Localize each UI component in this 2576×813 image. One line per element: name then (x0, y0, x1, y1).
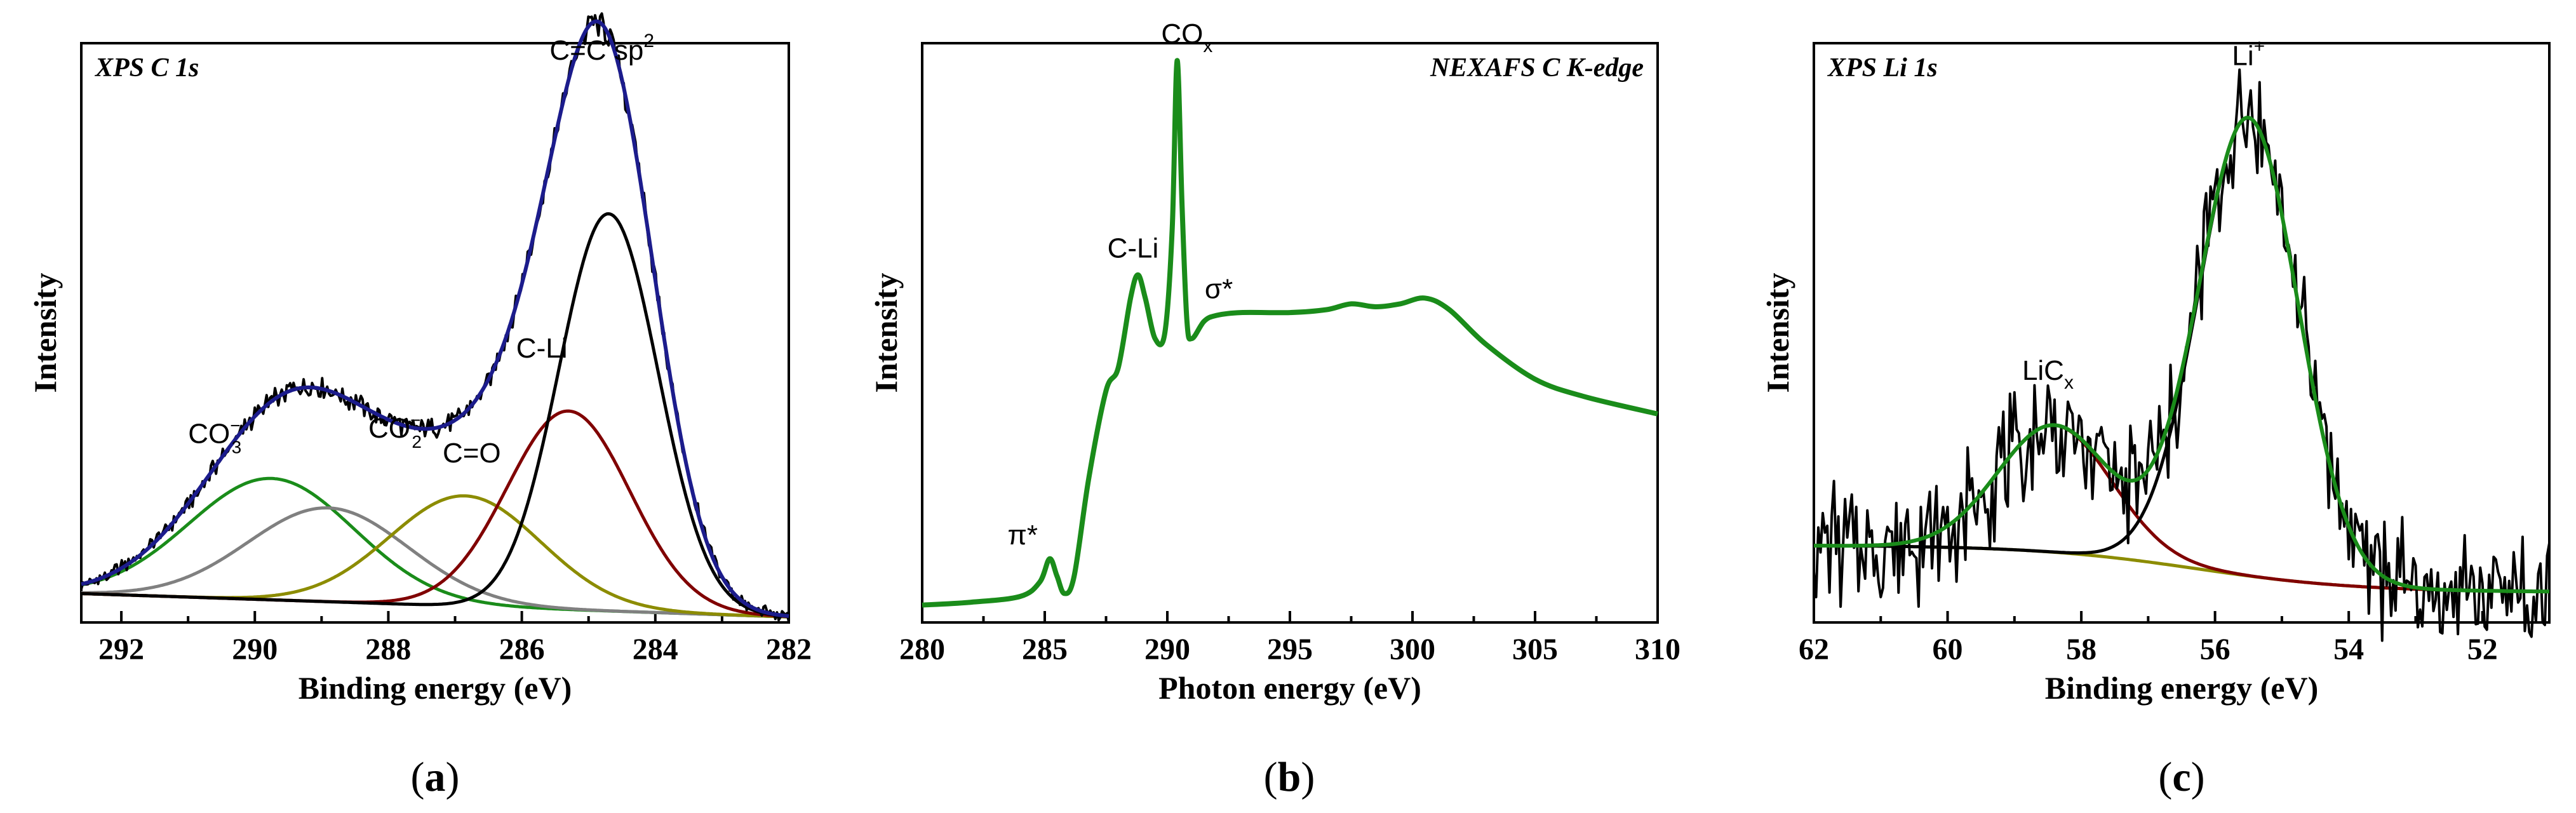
panel-title: XPS C 1s (94, 53, 199, 83)
x-axis-title: Binding energy (eV) (299, 670, 572, 706)
raw-spectrum (80, 12, 790, 622)
peak-annotation: C=O (443, 438, 501, 469)
fit-envelope (81, 19, 789, 618)
x-tick-label: 286 (499, 633, 545, 666)
panel-b: 280 285 290 295 300 305 310 Photon energy (eV) I… (868, 18, 1680, 800)
peak-annotation: C=C sp2 (549, 30, 654, 66)
x-tick-label: 54 (2333, 633, 2364, 666)
x-tick-label: 305 (1512, 633, 1558, 666)
x-tick-label: 290 (232, 633, 278, 666)
x-tick-label: 62 (1799, 633, 1829, 666)
panel-label: (c) (2158, 754, 2204, 800)
x-tick-label: 310 (1635, 633, 1680, 666)
panel-title: XPS Li 1s (1827, 53, 1938, 83)
x-tick-label: 288 (365, 633, 411, 666)
plot-frame (80, 42, 790, 624)
x-tick-label: 300 (1390, 633, 1435, 666)
x-axis-title: Photon energy (eV) (1158, 670, 1421, 706)
x-tick-label: 58 (2066, 633, 2096, 666)
peak-annotation: π* (1008, 520, 1038, 551)
y-axis-title: Intensity (1760, 273, 1795, 393)
peak-annotation: C-Li (516, 333, 568, 364)
peak-annotation: σ* (1205, 273, 1233, 304)
component-peak-co2 (81, 506, 789, 619)
x-tick-label: 282 (766, 633, 812, 666)
y-axis-title: Intensity (27, 273, 63, 393)
peak-annotation: LiCx (2022, 355, 2074, 393)
panel-a: 292 290 288 286 284 282 Binding energy (eV) Int… (27, 12, 812, 800)
peak-annotation: C-Li (1108, 232, 1159, 264)
plot-frame (1813, 42, 2551, 624)
nexafs-spectrum (922, 58, 1658, 608)
x-tick-label: 280 (899, 633, 945, 666)
x-tick-label: 285 (1022, 633, 1068, 666)
panel-c: 62 60 58 56 54 52 Binding energy (eV) Intensity… (1760, 36, 2551, 800)
x-tick-label: 284 (633, 633, 678, 666)
panel-label: (b) (1264, 754, 1315, 800)
x-tick-label: 290 (1144, 633, 1190, 666)
peak-annotation: CO− 2 (368, 410, 422, 452)
x-tick-label: 56 (2200, 633, 2231, 666)
component-peak-c-o (81, 494, 789, 619)
panel-label: (a) (411, 754, 460, 800)
component-peak-li- (1814, 116, 2550, 593)
peak-annotation: CO− 3 (188, 416, 241, 457)
component-peak-c-c-sp2 (81, 212, 789, 618)
y-axis-title: Intensity (868, 273, 904, 393)
x-tick-label: 292 (98, 633, 144, 666)
panel-title: NEXAFS C K-edge (1430, 53, 1644, 83)
x-tick-label: 295 (1267, 633, 1313, 666)
peak-annotation: Li+ (2232, 36, 2265, 72)
x-tick-label: 52 (2467, 633, 2498, 666)
fit-envelope (1814, 116, 2550, 594)
peak-annotation: COx (1161, 18, 1212, 57)
x-axis-title: Binding energy (eV) (2045, 670, 2319, 706)
x-tick-label: 60 (1933, 633, 1963, 666)
